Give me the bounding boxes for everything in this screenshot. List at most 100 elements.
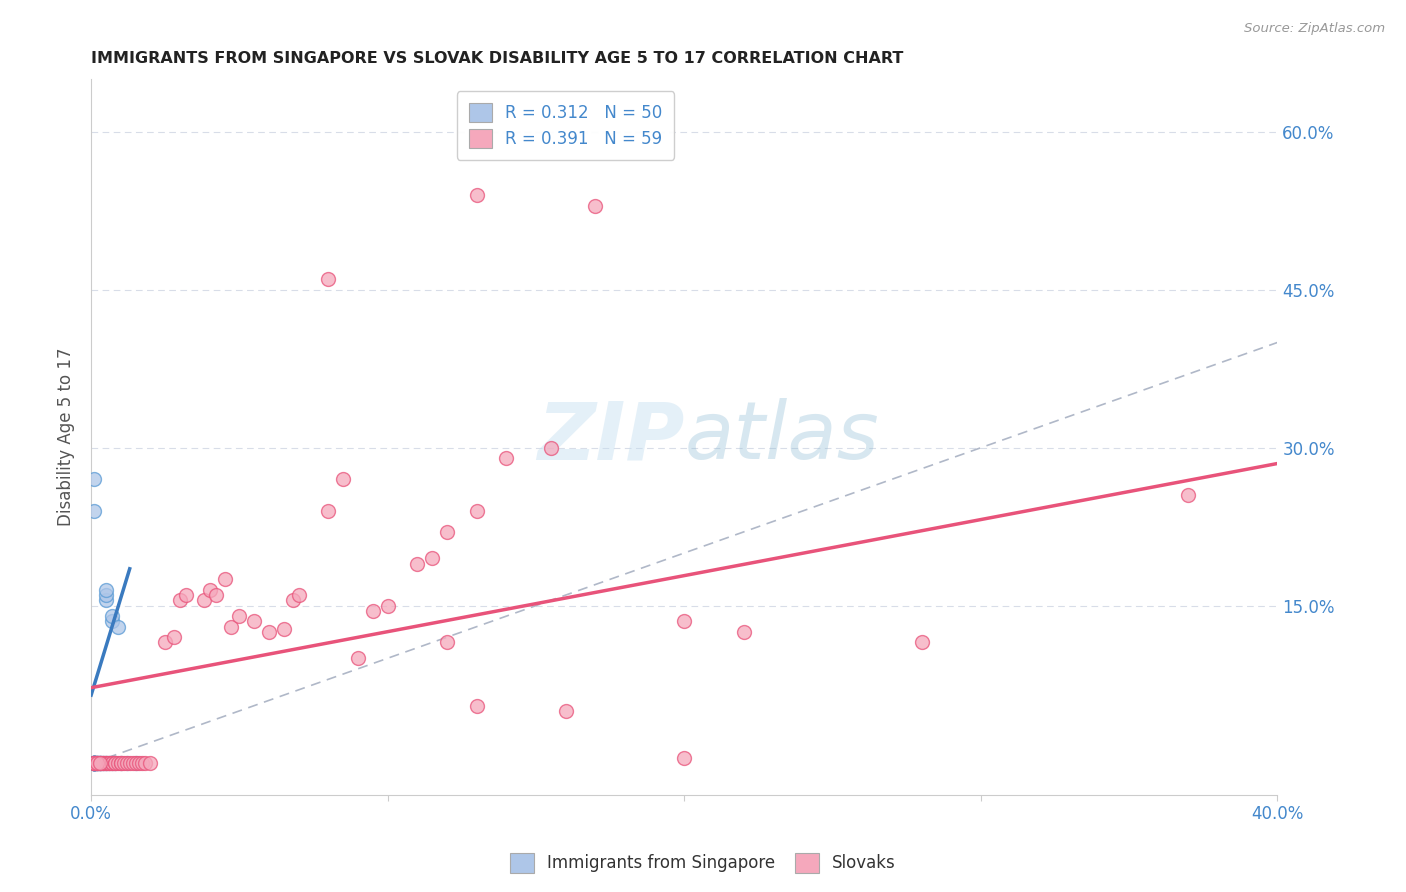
Point <box>83 756 105 771</box>
Point <box>83 756 105 771</box>
Point <box>86 756 108 771</box>
Point <box>347 651 370 665</box>
Point <box>97 756 120 771</box>
Point <box>89 756 111 771</box>
Point <box>198 582 221 597</box>
Point <box>583 199 606 213</box>
Point <box>94 756 117 771</box>
Point <box>83 756 105 771</box>
Point <box>94 756 117 771</box>
Point <box>733 624 755 639</box>
Point <box>131 756 153 771</box>
Point <box>83 756 105 771</box>
Point <box>83 756 105 771</box>
Point <box>83 756 105 771</box>
Point <box>174 588 197 602</box>
Point <box>420 551 443 566</box>
Point <box>83 756 105 771</box>
Point <box>318 504 340 518</box>
Point <box>83 472 105 486</box>
Point <box>83 756 105 771</box>
Point <box>94 588 117 602</box>
Point <box>110 756 132 771</box>
Point <box>228 609 250 624</box>
Point <box>193 593 215 607</box>
Point <box>104 756 127 771</box>
Point <box>91 756 114 771</box>
Point <box>83 756 105 771</box>
Point <box>83 756 105 771</box>
Point <box>83 756 105 771</box>
Point <box>97 756 120 771</box>
Point <box>83 756 105 771</box>
Point <box>110 756 132 771</box>
Point <box>910 635 932 649</box>
Point <box>287 588 309 602</box>
Point <box>101 609 124 624</box>
Point <box>436 524 458 539</box>
Point <box>219 620 242 634</box>
Point <box>1177 488 1199 502</box>
Point <box>83 756 105 771</box>
Point <box>243 615 266 629</box>
Point <box>155 635 177 649</box>
Point <box>134 756 156 771</box>
Point <box>83 756 105 771</box>
Point <box>83 756 105 771</box>
Point <box>86 756 108 771</box>
Point <box>465 188 488 202</box>
Point <box>83 756 105 771</box>
Point <box>107 756 129 771</box>
Point <box>97 756 120 771</box>
Legend: Immigrants from Singapore, Slovaks: Immigrants from Singapore, Slovaks <box>503 847 903 880</box>
Point <box>83 756 105 771</box>
Point <box>204 588 226 602</box>
Point <box>257 624 280 639</box>
Point <box>273 622 295 636</box>
Point <box>94 756 117 771</box>
Point <box>465 698 488 713</box>
Point <box>107 620 129 634</box>
Text: Source: ZipAtlas.com: Source: ZipAtlas.com <box>1244 22 1385 36</box>
Point <box>318 272 340 286</box>
Point <box>540 441 562 455</box>
Point <box>91 756 114 771</box>
Point <box>83 756 105 771</box>
Y-axis label: Disability Age 5 to 17: Disability Age 5 to 17 <box>58 348 75 526</box>
Point <box>86 756 108 771</box>
Point <box>89 756 111 771</box>
Point <box>83 756 105 771</box>
Point <box>406 557 429 571</box>
Text: ZIP: ZIP <box>537 398 685 476</box>
Point <box>83 504 105 518</box>
Point <box>83 756 105 771</box>
Point <box>94 593 117 607</box>
Point <box>83 756 105 771</box>
Point <box>83 756 105 771</box>
Point <box>554 704 576 718</box>
Point <box>128 756 150 771</box>
Point <box>121 756 143 771</box>
Point <box>465 504 488 518</box>
Point <box>89 756 111 771</box>
Point <box>112 756 135 771</box>
Point <box>89 756 111 771</box>
Point <box>86 756 108 771</box>
Point <box>139 756 162 771</box>
Point <box>91 756 114 771</box>
Point <box>83 756 105 771</box>
Point <box>101 756 124 771</box>
Text: IMMIGRANTS FROM SINGAPORE VS SLOVAK DISABILITY AGE 5 TO 17 CORRELATION CHART: IMMIGRANTS FROM SINGAPORE VS SLOVAK DISA… <box>91 51 904 66</box>
Point <box>673 751 696 765</box>
Point <box>83 756 105 771</box>
Point <box>86 756 108 771</box>
Point <box>83 756 105 771</box>
Point <box>169 593 191 607</box>
Point <box>118 756 141 771</box>
Point <box>281 593 304 607</box>
Point <box>104 756 127 771</box>
Point <box>104 756 127 771</box>
Point <box>436 635 458 649</box>
Point <box>94 582 117 597</box>
Point <box>89 756 111 771</box>
